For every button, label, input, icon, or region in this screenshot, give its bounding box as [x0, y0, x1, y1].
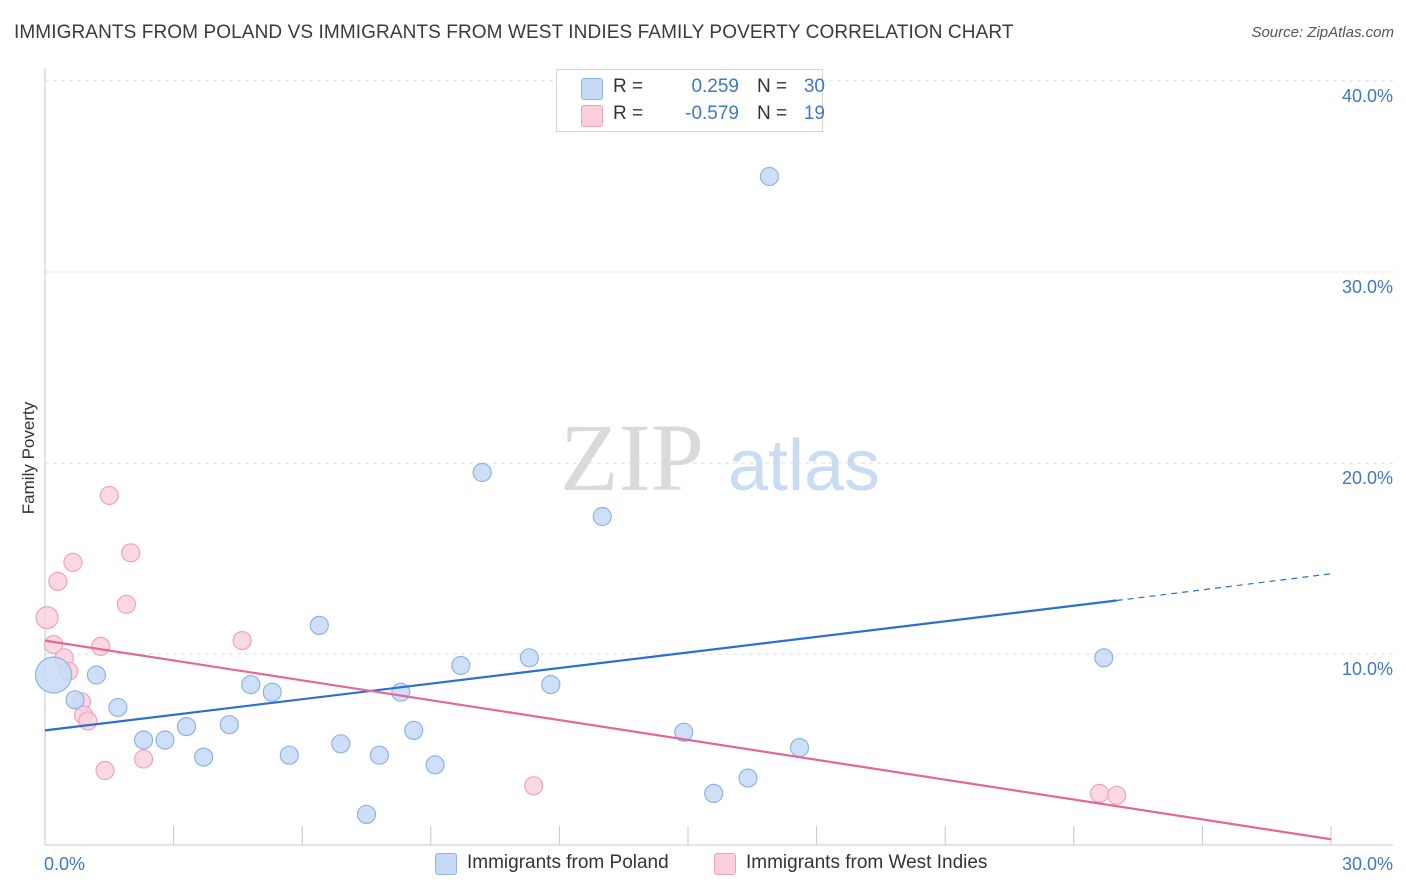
poland-point-16 — [369, 745, 389, 765]
y-tick-label-30: 30.0% — [1342, 277, 1393, 297]
poland-point-7 — [176, 716, 197, 737]
bottom-legend-poland-swatch — [435, 853, 457, 875]
poland-point-1 — [34, 656, 73, 694]
poland-point-23 — [541, 674, 561, 695]
poland-point-24 — [592, 506, 612, 527]
west-indies-point-3 — [48, 571, 68, 592]
poland-r-value: 0.259 — [691, 76, 739, 97]
west-indies-point-14 — [121, 543, 141, 563]
west-indies-r-label: R = — [613, 103, 644, 124]
poland-point-11 — [262, 682, 282, 702]
y-axis-title: Family Poverty — [19, 401, 38, 514]
poland-point-10 — [241, 674, 261, 695]
chart-title: IMMIGRANTS FROM POLAND VS IMMIGRANTS FRO… — [14, 22, 1014, 43]
poland-point-25 — [674, 722, 694, 742]
west-indies-point-17 — [524, 776, 544, 796]
west-indies-swatch — [581, 105, 603, 127]
bottom-legend-poland-label: Immigrants from Poland — [467, 852, 669, 873]
x-tick-label-max: 30.0% — [1342, 854, 1393, 874]
poland-point-18 — [404, 720, 424, 741]
correlation-legend: R = 0.259 N = 30 R = -0.579 N = 19 — [556, 69, 825, 132]
x-tick-label-min: 0.0% — [44, 854, 85, 874]
poland-trend-extension — [1116, 573, 1332, 602]
poland-point-12 — [279, 745, 299, 765]
x-tick-labels: 0.0% 30.0% — [44, 854, 1393, 874]
west-indies-point-10 — [91, 636, 111, 657]
bottom-legend-west-indies-swatch — [714, 853, 736, 875]
y-tick-label-40: 40.0% — [1342, 86, 1393, 106]
poland-point-21 — [472, 462, 492, 483]
poland-point-29 — [789, 737, 810, 758]
poland-point-6 — [155, 730, 175, 750]
watermark: ZIP atlas — [560, 404, 880, 511]
poland-point-13 — [309, 615, 329, 636]
west-indies-point-13 — [116, 594, 137, 614]
poland-point-3 — [65, 690, 85, 710]
poland-n-label: N = — [757, 76, 788, 97]
west-indies-point-15 — [134, 749, 154, 769]
poland-point-27 — [738, 768, 758, 788]
gridlines — [45, 80, 1393, 655]
poland-point-14 — [331, 734, 351, 754]
source-credit: Source: ZipAtlas.com — [1251, 24, 1394, 41]
west-indies-point-19 — [1107, 785, 1127, 805]
west-indies-trend-line — [44, 639, 1332, 841]
west-indies-point-6 — [63, 552, 83, 572]
poland-point-28 — [759, 166, 780, 187]
west-indies-point-12 — [99, 485, 119, 506]
watermark-atlas: atlas — [728, 426, 880, 506]
y-tick-label-10: 10.0% — [1342, 659, 1393, 679]
poland-point-19 — [425, 755, 445, 775]
poland-trend-line — [44, 599, 1117, 732]
poland-point-5 — [134, 730, 154, 750]
west-indies-n-value: 19 — [803, 103, 825, 124]
poland-point-20 — [451, 655, 471, 676]
west-indies-point-16 — [232, 630, 252, 651]
poland-point-30 — [1094, 648, 1114, 668]
axes — [44, 68, 1393, 846]
poland-point-4 — [108, 697, 128, 718]
poland-point-15 — [356, 804, 377, 825]
poland-r-label: R = — [613, 76, 644, 97]
poland-point-9 — [219, 715, 239, 735]
poland-n-value: 30 — [803, 76, 825, 97]
west-indies-point-18 — [1089, 783, 1110, 804]
bottom-legend-west-indies-label: Immigrants from West Indies — [746, 852, 988, 873]
y-tick-label-20: 20.0% — [1342, 468, 1393, 488]
west-indies-point-9 — [78, 711, 98, 731]
west-indies-r-value: -0.579 — [685, 103, 739, 124]
west-indies-point-2 — [43, 634, 64, 655]
trend-lines — [44, 573, 1332, 841]
west-indies-point-1 — [35, 606, 59, 630]
watermark-zip: ZIP — [560, 404, 704, 511]
y-tick-labels: 10.0% 20.0% 30.0% 40.0% — [1342, 86, 1393, 679]
poland-point-22 — [519, 648, 540, 668]
poland-point-2 — [86, 665, 107, 685]
poland-point-26 — [704, 783, 724, 804]
series-west-indies-points — [35, 485, 1127, 805]
west-indies-n-label: N = — [757, 103, 788, 124]
poland-swatch — [581, 78, 603, 100]
west-indies-point-11 — [95, 760, 115, 781]
series-poland-points — [34, 166, 1114, 825]
poland-point-8 — [194, 747, 214, 767]
